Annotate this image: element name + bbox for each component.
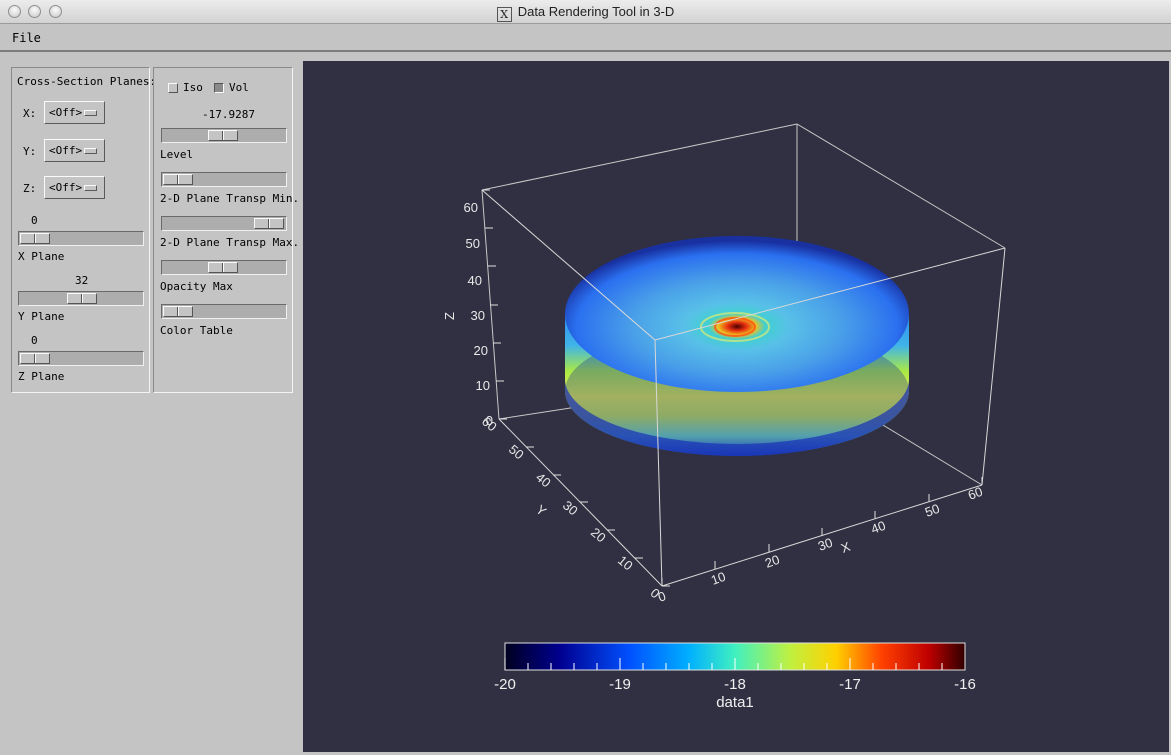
colorbar-tick-label: -18 (724, 676, 746, 693)
y-plane-select[interactable]: <Off> (44, 139, 105, 162)
volume-render-plot: 60 50 40 30 20 10 0 Z 0 10 20 30 40 50 6… (442, 123, 1006, 711)
slider-thumb[interactable] (254, 218, 284, 229)
slider-thumb[interactable] (20, 353, 50, 364)
z-plane-value: 0 (31, 334, 38, 347)
x-tick-label: 10 (709, 569, 728, 588)
color-table-slider[interactable] (161, 304, 287, 319)
x-plane-slider[interactable] (18, 231, 144, 246)
colorbar-label: data1 (716, 694, 754, 711)
x-tick-label: 30 (816, 535, 835, 554)
option-menu-indicator-icon (84, 148, 97, 154)
y-tick-label: 30 (560, 498, 581, 519)
z-tick-label: 40 (468, 273, 482, 288)
menu-file[interactable]: File (12, 31, 41, 45)
colorbar: -20 -19 -18 -17 -16 data1 (494, 642, 976, 711)
level-slider[interactable] (161, 128, 287, 143)
x-tick-label: 0 (656, 588, 668, 605)
y-plane-slider[interactable] (18, 291, 144, 306)
render-options-panel: Iso Vol -17.9287 Level 2-D Plane Transp … (153, 67, 299, 393)
y-plane-label: Y Plane (18, 310, 65, 323)
y-tick-label: 40 (533, 470, 554, 491)
y-axis-label: Y (533, 502, 550, 519)
color-table-label: Color Table (160, 324, 233, 337)
close-window-button[interactable] (8, 5, 21, 18)
vol-label: Vol (229, 81, 249, 94)
colorbar-tick-label: -20 (494, 676, 516, 693)
transp-max-label: 2-D Plane Transp Max. (160, 236, 300, 249)
z-tick-label: 20 (474, 343, 488, 358)
slider-thumb[interactable] (163, 306, 193, 317)
z-tick-label: 10 (476, 378, 490, 393)
window-title: Data Rendering Tool in 3-D (517, 4, 675, 19)
menu-bar: File (0, 24, 1171, 52)
z-plane-slider[interactable] (18, 351, 144, 366)
x-plane-label: X Plane (18, 250, 65, 263)
colorbar-tick-label: -19 (609, 676, 631, 693)
window-titlebar: X Data Rendering Tool in 3-D (0, 0, 1171, 24)
z-plane-label: Z Plane (18, 370, 65, 383)
y-plane-select-label: Y: (23, 145, 37, 158)
window-title-bar-text: X Data Rendering Tool in 3-D (0, 4, 1171, 22)
x-plane-select-label: X: (23, 107, 37, 120)
transp-min-label: 2-D Plane Transp Min. (160, 192, 300, 205)
z-axis-label: Z (442, 312, 457, 320)
cross-section-panel: Cross-Section Planes: X: <Off> Y: <Off> … (11, 67, 156, 393)
x11-icon: X (496, 7, 512, 22)
z-plane-select[interactable]: <Off> (44, 176, 105, 199)
axis-ticks (482, 189, 983, 587)
minimize-window-button[interactable] (28, 5, 41, 18)
z-tick-label: 0 (486, 413, 493, 428)
colorbar-tick-label: -17 (839, 676, 861, 693)
slider-thumb[interactable] (208, 262, 238, 273)
volume-torus (565, 236, 909, 456)
iso-label: Iso (183, 81, 203, 94)
slider-thumb[interactable] (208, 130, 238, 141)
y-plane-value: 32 (75, 274, 89, 287)
opacity-max-slider[interactable] (161, 260, 287, 275)
opacity-max-label: Opacity Max (160, 280, 233, 293)
iso-checkbox[interactable] (168, 83, 178, 93)
x-tick-label: 20 (763, 552, 782, 571)
level-label: Level (160, 148, 194, 161)
x-plane-value: 0 (31, 214, 38, 227)
option-menu-indicator-icon (84, 110, 97, 116)
z-plane-select-label: Z: (23, 182, 37, 195)
colorbar-tick-label: -16 (954, 676, 976, 693)
cross-section-title: Cross-Section Planes: (17, 75, 157, 88)
transp-max-slider[interactable] (161, 216, 287, 231)
option-menu-indicator-icon (84, 185, 97, 191)
x-axis-label: X (839, 539, 853, 556)
z-tick-label: 60 (464, 200, 478, 215)
slider-thumb[interactable] (20, 233, 50, 244)
x-tick-label: 50 (923, 501, 942, 520)
level-value: -17.9287 (202, 108, 255, 121)
vol-checkbox[interactable] (214, 83, 224, 93)
slider-thumb[interactable] (67, 293, 97, 304)
transp-min-slider[interactable] (161, 172, 287, 187)
z-tick-label: 50 (466, 236, 480, 251)
x-plane-select[interactable]: <Off> (44, 101, 105, 124)
render-canvas[interactable]: 60 50 40 30 20 10 0 Z 0 10 20 30 40 50 6… (303, 61, 1169, 752)
z-tick-label: 30 (471, 308, 485, 323)
x-tick-label: 60 (966, 484, 985, 503)
x-tick-label: 40 (869, 518, 888, 537)
y-tick-label: 60 (479, 414, 500, 435)
zoom-window-button[interactable] (49, 5, 62, 18)
slider-thumb[interactable] (163, 174, 193, 185)
